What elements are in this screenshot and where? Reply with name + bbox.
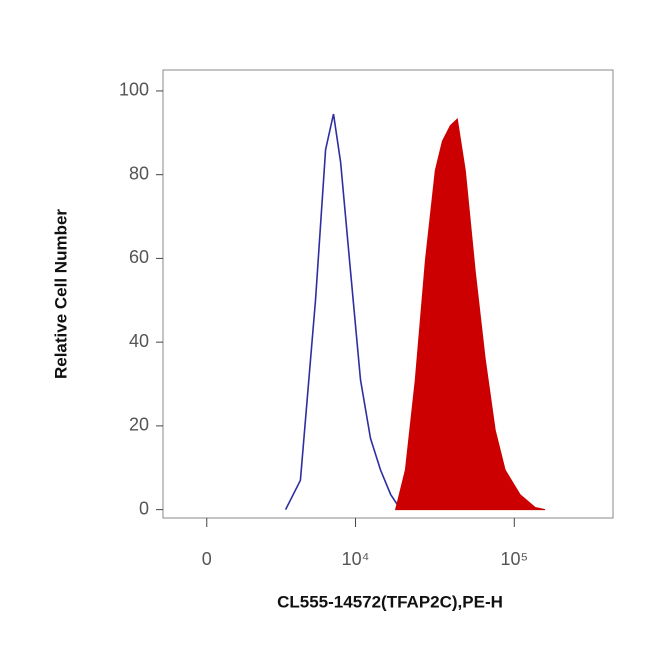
histogram-area	[394, 117, 546, 511]
x-tick-label: 0	[202, 549, 212, 569]
y-axis-title: Relative Cell Number	[51, 209, 70, 379]
plot-frame	[162, 69, 614, 519]
y-tick-label: 20	[129, 415, 149, 435]
x-axis-title: CL555-14572(TFAP2C),PE-H	[277, 592, 503, 611]
x-tick-label: 10⁴	[342, 549, 370, 569]
y-tick-label: 100	[119, 80, 149, 100]
y-tick-label: 80	[129, 163, 149, 183]
y-tick-label: 60	[129, 247, 149, 267]
y-tick-label: 40	[129, 331, 149, 351]
x-tick-label: 10⁵	[501, 549, 528, 569]
y-tick-label: 0	[139, 498, 149, 518]
histogram-line	[284, 113, 402, 511]
